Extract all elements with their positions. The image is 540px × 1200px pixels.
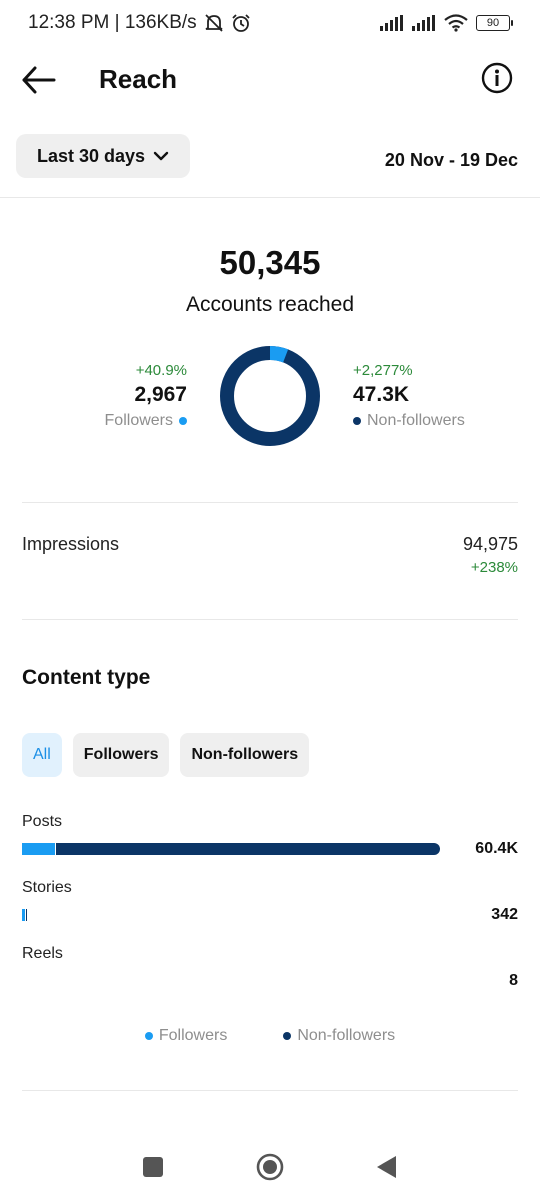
status-bar: 12:38 PM | 136KB/s 90: [0, 0, 540, 48]
back-nav-button[interactable]: [372, 1152, 402, 1182]
content-row-value: 342: [491, 906, 518, 923]
accounts-reached-label: Accounts reached: [185, 293, 355, 316]
alarm-icon: [232, 14, 250, 32]
signal-icon: [380, 15, 403, 31]
non-followers-value: 47.3K: [353, 383, 410, 406]
divider: [0, 197, 540, 198]
back-button[interactable]: [20, 62, 60, 98]
content-row-posts: Posts 60.4K: [22, 813, 518, 859]
legend-followers: Followers: [144, 1027, 228, 1045]
posts-bar-followers: [22, 843, 55, 855]
wifi-icon: [444, 14, 468, 32]
followers-stat: +40.9% 2,967 Followers: [105, 362, 187, 430]
reels-bar: [22, 975, 440, 987]
stories-bar-non-followers: [26, 909, 27, 921]
content-type-tabs: All Followers Non-followers: [22, 733, 310, 777]
info-button[interactable]: [481, 62, 513, 94]
info-icon: [481, 62, 513, 94]
chevron-down-icon: [153, 151, 169, 161]
signal-icon-2: [412, 15, 435, 31]
followers-label: Followers: [104, 412, 173, 429]
date-range-text: 20 Nov - 19 Dec: [384, 150, 518, 170]
stories-bar: [22, 909, 440, 921]
tab-followers[interactable]: Followers: [72, 733, 170, 777]
header: Reach: [0, 56, 540, 104]
non-followers-label-row: Non-followers: [353, 412, 465, 430]
non-followers-stat: +2,277% 47.3K Non-followers: [353, 362, 465, 430]
home-button[interactable]: [255, 1152, 285, 1182]
square-icon: [143, 1157, 163, 1177]
content-row-label: Reels: [22, 945, 63, 962]
posts-bar: [22, 843, 440, 855]
tab-non-followers[interactable]: Non-followers: [180, 733, 310, 777]
donut-non-followers-segment: [220, 346, 320, 446]
posts-bar-non-followers: [55, 843, 440, 855]
content-row-label: Stories: [22, 879, 72, 896]
triangle-back-icon: [377, 1156, 396, 1178]
impressions-label: Impressions: [22, 534, 120, 554]
content-type-title: Content type: [22, 666, 151, 689]
content-row-reels: Reels 8: [22, 945, 518, 991]
divider: [22, 1090, 518, 1091]
muted-bell-icon: [205, 14, 223, 32]
date-range-dropdown[interactable]: Last 30 days: [16, 134, 190, 178]
followers-value: 2,967: [134, 383, 187, 406]
content-row-value: 8: [509, 972, 518, 989]
non-followers-label: Non-followers: [367, 412, 465, 429]
legend-non-followers: Non-followers: [283, 1027, 395, 1045]
donut-followers-segment: [220, 346, 320, 446]
content-row-value: 60.4K: [475, 840, 518, 857]
impressions-value: 94,975: [462, 534, 518, 554]
legend-followers-label: Followers: [158, 1027, 228, 1044]
date-range-dropdown-label: Last 30 days: [36, 145, 146, 166]
home-circle-icon: [256, 1153, 284, 1181]
arrow-left-icon: [22, 66, 56, 94]
legend-non-followers-dot-icon: [283, 1032, 292, 1040]
status-left: 12:38 PM | 136KB/s: [28, 12, 251, 34]
followers-change: +40.9%: [135, 362, 187, 379]
followers-dot-icon: [179, 417, 187, 425]
accounts-reached-value: 50,345: [219, 244, 321, 281]
legend-followers-dot-icon: [144, 1032, 153, 1040]
content-row-stories: Stories 342: [22, 879, 518, 925]
reach-donut-chart: [220, 346, 320, 446]
followers-label-row: Followers: [105, 412, 187, 430]
system-nav-bar: [0, 1140, 540, 1192]
non-followers-change: +2,277%: [353, 362, 413, 379]
tab-all[interactable]: All: [22, 733, 62, 777]
battery-indicator: 90: [476, 15, 513, 31]
page-title: Reach: [99, 64, 178, 94]
impressions-change: +238%: [470, 559, 518, 576]
status-right: 90: [380, 14, 513, 32]
content-type-legend: Followers Non-followers: [0, 1027, 540, 1045]
divider: [22, 619, 518, 620]
status-text: 12:38 PM | 136KB/s: [28, 12, 197, 33]
divider: [22, 502, 518, 503]
content-row-label: Posts: [22, 813, 63, 830]
stories-bar-followers: [22, 909, 25, 921]
legend-non-followers-label: Non-followers: [297, 1027, 396, 1044]
non-followers-dot-icon: [353, 417, 361, 425]
recents-button[interactable]: [138, 1152, 168, 1182]
